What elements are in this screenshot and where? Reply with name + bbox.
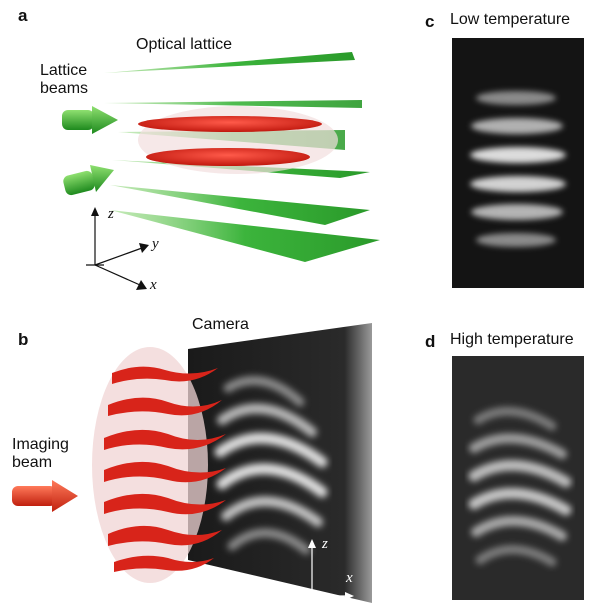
pancake-5 (104, 493, 226, 515)
atom-pancake-2 (146, 148, 310, 166)
low-temp-fringes (470, 91, 566, 247)
camera-label: Camera (192, 316, 249, 333)
atom-pancake-1 (138, 116, 322, 132)
panel-d-letter: d (425, 332, 436, 351)
lattice-beams-label: Lattice beams (40, 62, 88, 99)
axis-z-label-b: z (322, 536, 328, 552)
imaging-beam-arrow (12, 480, 78, 512)
pancake-3 (104, 429, 226, 450)
panel-c-letter: c (425, 12, 435, 31)
pancake-6 (108, 525, 222, 546)
lattice-sheet-1 (104, 52, 355, 73)
lattice-sheet-5 (110, 185, 370, 225)
twisted-pancakes (104, 366, 226, 572)
lattice-beams-label-line2: beams (40, 80, 89, 98)
pancake-7 (114, 555, 214, 572)
pancake-1 (112, 366, 218, 384)
camera-fringes (214, 376, 328, 555)
imaging-beam-label-line2: beam (12, 454, 53, 472)
camera-screen (188, 323, 372, 603)
panel-a-letter: a (18, 6, 28, 25)
axis-x-label-b: x (346, 570, 353, 586)
pancake-2 (108, 397, 222, 416)
high-temp-fringes (468, 406, 572, 567)
axis-z-label-a: z (108, 206, 114, 222)
axis-y-label-a: y (152, 236, 159, 252)
lattice-sheet-6 (110, 210, 380, 262)
axes-triad-a (86, 207, 149, 290)
lattice-beam-arrow-lower (63, 165, 114, 196)
pancake-4 (104, 461, 226, 483)
lattice-beams-label-line1: Lattice (40, 62, 88, 79)
panel-b-letter: b (18, 330, 29, 349)
lattice-beam-arrow-upper (62, 106, 118, 134)
low-temperature-label: Low temperature (450, 11, 571, 28)
imaging-beam-label: Imaging beam (12, 436, 69, 473)
lattice-sheet-2 (104, 100, 362, 108)
high-temperature-label: High temperature (450, 331, 574, 348)
axes-triad-b (308, 539, 354, 600)
optical-lattice-label: Optical lattice (136, 36, 233, 53)
imaging-beam-label-line1: Imaging (12, 436, 69, 453)
axis-x-label-a: x (150, 277, 157, 293)
